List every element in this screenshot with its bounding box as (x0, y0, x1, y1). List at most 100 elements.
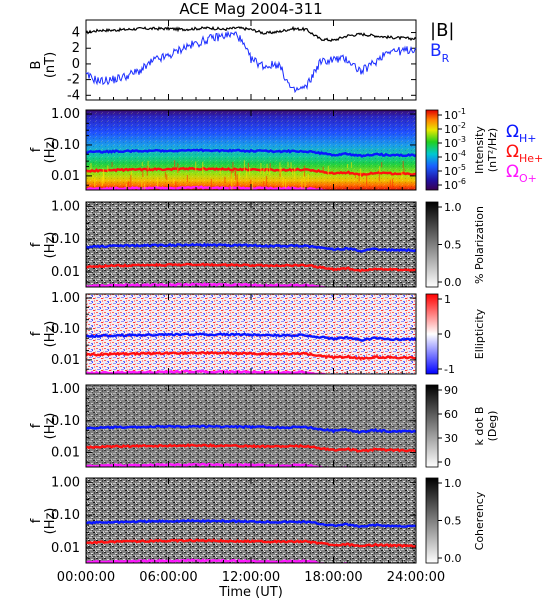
y-tick-label: 0.01 (51, 541, 80, 556)
panel-polarization-yunit: (Hz) (43, 232, 58, 259)
spectrogram-texture (287, 162, 289, 168)
spectrogram-texture (251, 182, 253, 190)
spectrogram-texture (291, 170, 294, 175)
y-tick-label: 0.01 (51, 353, 80, 368)
spectrogram-texture (282, 177, 284, 187)
spectrogram-texture (260, 163, 262, 175)
y-tick-label: 0.01 (51, 446, 80, 461)
spectrogram-texture (147, 160, 149, 170)
x-axis: 00:00:00 06:00:00 12:00:00 18:00:00 24:00:00 (57, 20, 445, 585)
spectrogram-texture (157, 177, 159, 188)
colorbar-tick-label: 1 (444, 293, 451, 306)
x-tick-label: 24:00:00 (387, 570, 445, 585)
colorbar-tick-label: 30 (444, 432, 458, 445)
colorbar-kdotb-unit: (Deg) (486, 411, 499, 442)
x-tick-label: 06:00:00 (139, 570, 197, 585)
gyro-line-He (86, 443, 416, 453)
gyro-line-H (86, 518, 416, 529)
y-tick-label: 2 (72, 41, 80, 56)
colorbar-intensity (425, 109, 439, 191)
y-tick-label: 0.10 (51, 138, 80, 153)
spectrogram-texture (195, 161, 197, 172)
y-tick-label: 1.00 (51, 382, 80, 397)
gyro-line-H (86, 424, 416, 435)
spectrogram-texture (360, 168, 362, 176)
y-tick-label: 4 (72, 26, 80, 41)
y-tick-label: 1.00 (51, 291, 80, 306)
spectrogram-texture (202, 161, 204, 174)
colorbar-polarization-ticks: 1.0 0.5 0.0 (438, 201, 462, 289)
spectrogram-texture (236, 182, 238, 188)
colorbar-coherency-ticks: 1.0 0.5 0.0 (438, 477, 462, 565)
spectrogram-texture (301, 178, 303, 190)
gyro-line-H (86, 148, 416, 158)
spectrogram-texture (280, 167, 282, 178)
y-tick-label: 0.01 (51, 169, 80, 184)
colorbar-tick-label: 1.0 (444, 477, 462, 490)
colorbar-tick-label: 0 (444, 456, 451, 469)
spectrogram-texture (234, 171, 236, 176)
spectrogram-texture (174, 160, 176, 168)
panel-kdotb-yunit: (Hz) (43, 413, 58, 440)
spectrogram-texture (381, 162, 383, 168)
x-tick-label: 12:00:00 (222, 570, 280, 585)
spectrogram-texture (263, 168, 265, 175)
spectrogram-texture (231, 184, 233, 190)
colorbar-tick-label: 10-5 (444, 163, 466, 178)
colorbar-tick-label: 10-3 (444, 135, 466, 150)
colorbar-tick-label: 10-6 (444, 177, 466, 192)
spectrogram-texture (285, 178, 287, 189)
spectrogram-texture (401, 170, 403, 179)
spectrogram-texture (263, 181, 265, 187)
colorbar-intensity-ticks: 10-110-210-310-410-510-6 (438, 107, 466, 192)
spectrogram-texture (141, 181, 143, 190)
spectrogram-texture (228, 184, 230, 190)
panel-kdotb-ylabel: f (29, 423, 44, 428)
spectrogram-texture (346, 164, 349, 169)
spectrogram-texture (238, 172, 240, 179)
colorbar-tick-label: 90 (444, 384, 458, 397)
x-axis-label: Time (UT) (218, 585, 283, 600)
spectrogram-texture (246, 170, 248, 179)
spectrogram-texture (102, 168, 104, 181)
spectrogram-texture (389, 179, 391, 190)
panel-intensity: 1.00 0.10 0.01 f (Hz) 10-110-210-310-410-5… (29, 107, 543, 192)
spectrogram-texture (294, 167, 296, 180)
spectrogram-texture (303, 165, 306, 177)
series-b-r-line (85, 30, 417, 94)
spectrogram-texture (350, 162, 353, 168)
colorbar-tick-label: 60 (444, 408, 458, 421)
spectrogram-texture (327, 165, 329, 175)
y-tick-label: -2 (67, 73, 80, 88)
y-tick-label: 0.10 (51, 414, 80, 429)
panel-bfield-ylabel: B (29, 61, 44, 70)
y-tick-label: 1.00 (51, 475, 80, 490)
spectrogram-texture (366, 174, 368, 186)
panel-coherency: 1.00 0.10 0.01 f (Hz) 1.0 0.5 0.0 Coherency (29, 475, 486, 565)
y-tick-label: 0.01 (51, 265, 80, 280)
colorbar-kdotb-label: k dot B (473, 407, 486, 446)
x-tick-label: 18:00:00 (304, 570, 362, 585)
panel-kdotb-y-ticks: 1.00 0.10 0.01 (51, 382, 416, 463)
spectrogram-texture (265, 175, 268, 187)
colorbar-kdotb-ticks: 90 60 30 0 (438, 384, 458, 469)
spectrogram-texture (303, 172, 305, 179)
spectrogram-texture (142, 171, 144, 178)
spectrogram-texture (232, 161, 234, 173)
spectrogram-texture (101, 177, 103, 187)
colorbar-tick-label: 10-2 (444, 121, 466, 136)
panel-bfield-yunit: (nT) (43, 52, 58, 78)
spectrogram-texture (86, 171, 88, 176)
spectrogram-texture (90, 163, 92, 170)
colorbar-intensity-label: Intensity (473, 126, 486, 174)
colorbar-tick-label: -1 (444, 363, 455, 376)
spectrogram-texture (354, 173, 356, 178)
spectrogram-texture (177, 163, 179, 173)
spectrogram-texture (243, 160, 245, 171)
spectrogram-texture (146, 165, 148, 176)
spectrogram-texture (322, 166, 324, 174)
colorbar-ellipticity-label: Ellipticity (473, 308, 486, 359)
colorbar-tick-label: 10-4 (444, 149, 466, 164)
panel-polarization: 1.00 0.10 0.01 f (Hz) 1.0 0.5 0.0 % Polariza… (29, 199, 486, 289)
spectrogram-texture (94, 177, 96, 188)
